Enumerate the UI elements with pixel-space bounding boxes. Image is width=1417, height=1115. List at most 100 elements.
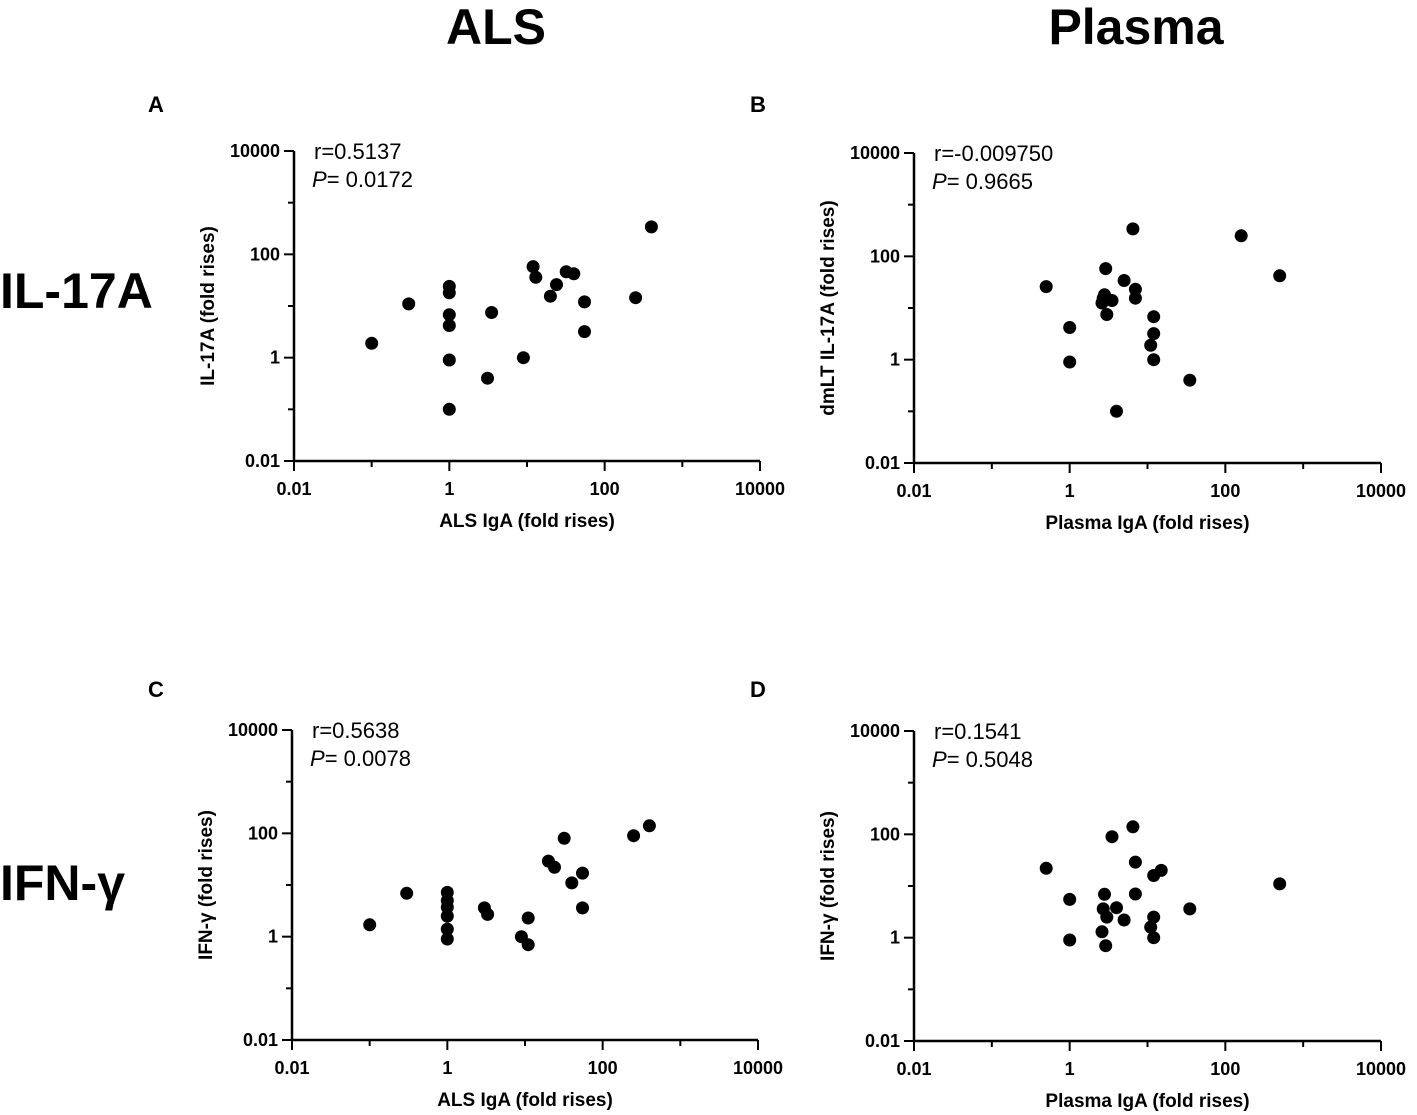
data-point <box>548 860 561 874</box>
data-point <box>485 306 499 319</box>
data-point <box>1063 933 1077 947</box>
panel-b: B 0.01 1 100 10000 0.01 1 100 10000 Plasma IgA (f… <box>750 92 1406 534</box>
x-tick-label: 0.01 <box>896 1059 931 1079</box>
stat-r-value: =-0.009750 <box>941 141 1053 166</box>
y-tick-label: 0.01 <box>243 1030 278 1050</box>
data-point <box>516 351 530 365</box>
data-point <box>1098 887 1111 901</box>
data-point <box>1099 939 1113 953</box>
data-point <box>402 297 416 311</box>
data-point <box>1099 262 1113 276</box>
data-point <box>550 278 563 292</box>
x-tick-label: 100 <box>1210 481 1240 501</box>
data-point <box>1128 887 1142 901</box>
y-tick-label: 10000 <box>228 720 278 740</box>
data-point <box>629 291 643 305</box>
data-point <box>644 220 658 234</box>
data-point <box>1234 229 1248 243</box>
y-tick-label: 10000 <box>230 141 280 161</box>
panel-letter-d: D <box>750 677 766 702</box>
x-axis-label: ALS IgA (fold rises) <box>439 511 615 532</box>
data-point <box>576 866 589 880</box>
x-tick-label: 100 <box>588 1058 618 1078</box>
data-point <box>1147 310 1161 324</box>
stat-p-value: = 0.5048 <box>947 747 1033 772</box>
stat-r-label: r <box>934 719 941 744</box>
column-title-plasma: Plasma <box>1048 0 1224 55</box>
data-point <box>521 911 535 925</box>
data-point <box>578 295 591 309</box>
y-tick-label: 1 <box>270 348 280 368</box>
data-point <box>442 402 456 416</box>
y-tick-label: 10000 <box>850 721 900 741</box>
data-point <box>627 829 641 843</box>
stat-r: r=0.1541 <box>934 719 1021 744</box>
x-axis-label: ALS IgA (fold rises) <box>437 1090 613 1111</box>
panel-letter-a: A <box>148 92 164 117</box>
data-point <box>1039 280 1053 294</box>
data-point <box>1144 338 1158 352</box>
stat-p-label: P <box>932 169 947 194</box>
y-tick-label: 1 <box>890 350 900 370</box>
data-point <box>1273 877 1287 891</box>
y-tick-label: 0.01 <box>245 451 280 471</box>
data-point <box>543 289 557 303</box>
data-point <box>1110 404 1123 418</box>
data-point <box>529 270 543 284</box>
data-point <box>1126 820 1140 834</box>
y-axis-label: IL-17A (fold rises) <box>198 226 219 386</box>
data-point <box>1100 308 1114 321</box>
x-tick-label: 1 <box>442 1058 452 1078</box>
stat-r: r=0.5638 <box>312 718 399 743</box>
panel-letter-b: B <box>750 92 766 117</box>
x-tick-label: 1 <box>1065 481 1075 501</box>
data-point <box>1147 353 1161 367</box>
x-tick-label: 100 <box>590 479 620 499</box>
data-point <box>521 938 535 952</box>
data-point <box>1063 892 1077 906</box>
x-axis-label: Plasma IgA (fold rises) <box>1045 1091 1249 1112</box>
data-point <box>365 336 379 350</box>
column-title-als: ALS <box>446 0 546 55</box>
stat-p-value: = 0.0172 <box>327 167 413 192</box>
stat-p-label: P <box>312 167 327 192</box>
data-point <box>442 353 456 367</box>
y-axis-label: dmLT IL-17A (fold rises) <box>818 200 839 415</box>
data-point <box>1110 901 1123 915</box>
stat-p: P= 0.0078 <box>310 746 411 771</box>
stat-r-label: r <box>314 139 321 164</box>
data-point <box>565 876 579 890</box>
data-point <box>442 319 456 332</box>
data-point <box>481 371 494 385</box>
data-point <box>1039 861 1053 875</box>
x-tick-label: 10000 <box>735 479 785 499</box>
data-point <box>578 325 591 339</box>
stat-r-label: r <box>312 718 319 743</box>
y-tick-label: 1 <box>268 927 278 947</box>
y-tick-label: 100 <box>250 244 280 264</box>
data-point <box>1126 222 1140 236</box>
x-tick-label: 10000 <box>1356 1059 1406 1079</box>
x-tick-label: 100 <box>1210 1059 1240 1079</box>
y-tick-label: 0.01 <box>865 1031 900 1051</box>
stat-p: P= 0.5048 <box>932 747 1033 772</box>
x-tick-label: 1 <box>444 479 454 499</box>
data-point <box>1063 321 1077 334</box>
y-tick-label: 100 <box>870 824 900 844</box>
data-point <box>1105 294 1119 307</box>
data-point <box>1095 925 1109 939</box>
stat-p-value: = 0.0078 <box>325 746 411 771</box>
data-point <box>567 267 581 281</box>
panel-c: C 0.01 1 100 10000 0.01 1 100 10000 ALS IgA (fold… <box>148 677 783 1111</box>
x-tick-label: 10000 <box>1356 481 1406 501</box>
data-point <box>557 831 571 845</box>
data-point <box>1147 931 1161 945</box>
stat-r-value: =0.5137 <box>321 139 401 164</box>
data-point <box>1183 902 1197 916</box>
data-point <box>400 886 414 900</box>
data-point <box>1273 269 1287 283</box>
data-point <box>1117 913 1131 927</box>
stat-p: P= 0.9665 <box>932 169 1033 194</box>
stat-p: P= 0.0172 <box>312 167 413 192</box>
